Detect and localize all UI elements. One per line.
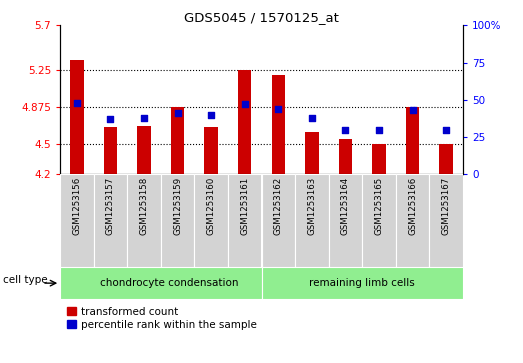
Bar bbox=[439, 144, 453, 174]
Point bbox=[341, 127, 349, 132]
Bar bbox=[94, 174, 127, 267]
Bar bbox=[271, 75, 285, 174]
Point bbox=[308, 115, 316, 121]
Bar bbox=[406, 107, 419, 174]
Point bbox=[274, 106, 282, 112]
Text: GSM1253156: GSM1253156 bbox=[72, 177, 82, 235]
Bar bbox=[262, 174, 295, 267]
Point bbox=[73, 100, 81, 106]
Text: remaining limb cells: remaining limb cells bbox=[309, 278, 415, 288]
Bar bbox=[339, 139, 352, 174]
Bar bbox=[429, 174, 463, 267]
Text: GSM1253163: GSM1253163 bbox=[308, 177, 316, 235]
Bar bbox=[228, 174, 262, 267]
Point bbox=[106, 116, 115, 122]
Legend: transformed count, percentile rank within the sample: transformed count, percentile rank withi… bbox=[65, 305, 259, 332]
Bar bbox=[328, 174, 362, 267]
Point bbox=[375, 127, 383, 132]
Text: cell type: cell type bbox=[3, 275, 48, 285]
Point bbox=[207, 112, 215, 118]
Text: GSM1253158: GSM1253158 bbox=[140, 177, 149, 235]
Text: chondrocyte condensation: chondrocyte condensation bbox=[100, 278, 238, 288]
Point bbox=[241, 101, 249, 107]
Bar bbox=[295, 174, 328, 267]
Bar bbox=[138, 126, 151, 174]
Bar bbox=[171, 107, 184, 174]
Bar bbox=[362, 174, 396, 267]
Point bbox=[174, 110, 182, 116]
Bar bbox=[238, 70, 252, 174]
Bar bbox=[372, 144, 385, 174]
Bar bbox=[305, 131, 319, 174]
Text: GSM1253166: GSM1253166 bbox=[408, 177, 417, 235]
Bar bbox=[60, 174, 94, 267]
Text: GSM1253161: GSM1253161 bbox=[240, 177, 249, 235]
Point bbox=[442, 127, 450, 132]
Bar bbox=[127, 174, 161, 267]
Text: GSM1253165: GSM1253165 bbox=[374, 177, 383, 235]
Text: GSM1253157: GSM1253157 bbox=[106, 177, 115, 235]
Bar bbox=[161, 174, 195, 267]
Bar bbox=[104, 127, 117, 174]
Text: GSM1253162: GSM1253162 bbox=[274, 177, 283, 235]
Point bbox=[408, 107, 417, 113]
Text: GSM1253159: GSM1253159 bbox=[173, 177, 182, 235]
Bar bbox=[396, 174, 429, 267]
Bar bbox=[60, 267, 262, 299]
Text: GSM1253164: GSM1253164 bbox=[341, 177, 350, 235]
Text: GSM1253160: GSM1253160 bbox=[207, 177, 215, 235]
Title: GDS5045 / 1570125_at: GDS5045 / 1570125_at bbox=[184, 11, 339, 24]
Bar bbox=[262, 267, 463, 299]
Bar bbox=[70, 60, 84, 174]
Text: GSM1253167: GSM1253167 bbox=[441, 177, 451, 235]
Bar bbox=[195, 174, 228, 267]
Bar bbox=[204, 127, 218, 174]
Point bbox=[140, 115, 148, 121]
